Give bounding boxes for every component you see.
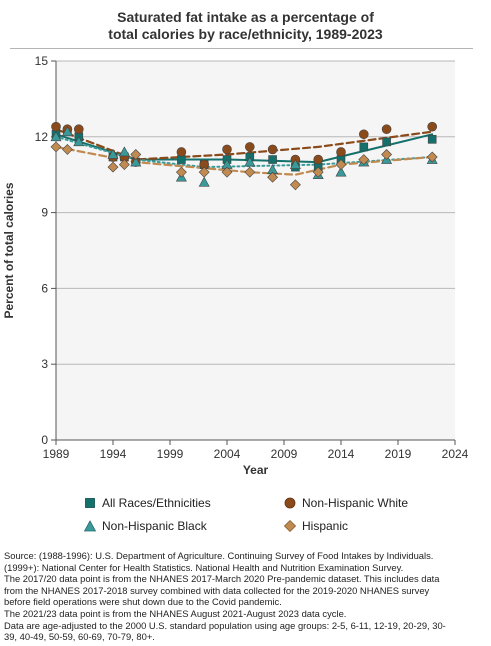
y-tick-label: 12 xyxy=(35,130,49,144)
data-point xyxy=(313,154,324,165)
source-line: The 2021/23 data point is from the NHANE… xyxy=(4,607,347,619)
legend-item-non-hispanic-white: Non-Hispanic White xyxy=(284,496,408,510)
data-point xyxy=(381,124,392,135)
triangle-marker-icon xyxy=(84,520,96,532)
source-line: before field operations were shut down d… xyxy=(4,596,282,608)
title-divider xyxy=(10,48,473,49)
source-notes: Source: (1988-1996): U.S. Department of … xyxy=(4,550,488,643)
plot-background xyxy=(56,61,455,440)
chart-title-line-1: Saturated fat intake as a percentage of xyxy=(117,9,374,25)
data-point xyxy=(335,166,347,177)
data-point xyxy=(130,156,142,167)
data-point xyxy=(74,124,84,135)
data-point xyxy=(176,147,187,157)
legend-label: Non-Hispanic White xyxy=(302,496,409,510)
data-point xyxy=(244,156,256,167)
data-point xyxy=(222,144,232,155)
data-point xyxy=(381,149,393,160)
data-point xyxy=(118,159,130,171)
data-point xyxy=(50,141,62,153)
legend-item-all-races: All Races/Ethnicities xyxy=(84,496,211,510)
data-point xyxy=(118,146,130,157)
line-chart: 0 3 6 9 12 15 1989 1994 1999 2004 2009 2014 2019 2024… xyxy=(2,54,469,477)
data-point xyxy=(382,137,391,147)
data-point xyxy=(245,142,255,152)
data-point xyxy=(198,166,210,178)
source-line: Source: (1988-1996): U.S. Department of … xyxy=(4,550,434,561)
y-tick-label: 0 xyxy=(41,433,48,447)
x-tick-label: 1994 xyxy=(100,447,127,461)
data-point xyxy=(312,166,324,178)
data-point xyxy=(267,144,278,155)
data-point xyxy=(336,147,346,157)
legend-label: Non-Hispanic Black xyxy=(102,519,207,533)
source-line: The 2017/20 data point is from the NHANE… xyxy=(4,573,440,585)
data-point xyxy=(51,121,61,132)
data-point xyxy=(358,129,369,140)
data-point xyxy=(73,136,85,147)
y-axis-label: Percent of total calories xyxy=(2,182,16,318)
square-marker-icon xyxy=(85,498,95,508)
data-point xyxy=(61,144,73,155)
data-point xyxy=(289,179,301,191)
x-tick-label: 2019 xyxy=(385,447,412,461)
y-tick-label: 15 xyxy=(35,54,49,68)
data-point xyxy=(221,166,233,178)
source-line: Data are age-adjusted to the 2000 U.S. s… xyxy=(4,619,446,631)
data-point xyxy=(289,158,301,169)
x-tick-label: 2004 xyxy=(214,447,241,461)
x-tick-label: 2014 xyxy=(328,447,355,461)
data-point xyxy=(198,176,210,187)
data-point xyxy=(107,148,119,159)
data-point xyxy=(61,126,73,137)
data-point xyxy=(267,171,279,183)
data-point xyxy=(359,142,369,152)
data-point xyxy=(426,151,438,163)
x-tick-label: 1999 xyxy=(157,447,184,461)
source-line: (1999+): National Center for Health Stat… xyxy=(4,561,404,573)
x-axis-label: Year xyxy=(243,463,269,477)
circle-marker-icon xyxy=(284,497,296,509)
chart-title-line-2: total calories by race/ethnicity, 1989-2… xyxy=(108,26,383,42)
legend-item-non-hispanic-black: Non-Hispanic Black xyxy=(84,519,207,533)
data-point xyxy=(427,121,438,132)
data-point xyxy=(130,149,142,160)
data-point xyxy=(107,161,119,173)
data-point xyxy=(50,131,62,142)
x-tick-label: 2009 xyxy=(271,447,298,461)
diamond-marker-icon xyxy=(284,520,296,532)
data-point xyxy=(268,155,277,164)
y-tick-label: 6 xyxy=(41,281,48,295)
data-point xyxy=(244,166,256,178)
legend-label: All Races/Ethnicities xyxy=(102,496,211,510)
source-line: 39, 40-49, 50-59, 60-69, 70-79, 80+. xyxy=(4,631,155,643)
series-line xyxy=(54,128,434,161)
source-line: from the NHANES 2017-2018 survey combine… xyxy=(4,584,430,596)
data-point xyxy=(335,159,347,171)
data-point xyxy=(427,135,437,144)
data-point xyxy=(358,154,370,165)
y-tick-label: 3 xyxy=(41,357,48,371)
legend-label: Hispanic xyxy=(302,519,349,533)
data-point xyxy=(175,166,187,178)
chart-title: Saturated fat intake as a percentage of … xyxy=(0,9,491,43)
x-tick-label: 1989 xyxy=(43,447,70,461)
legend-item-hispanic: Hispanic xyxy=(284,519,348,533)
x-tick-label: 2024 xyxy=(442,447,469,461)
y-tick-label: 9 xyxy=(41,206,48,220)
